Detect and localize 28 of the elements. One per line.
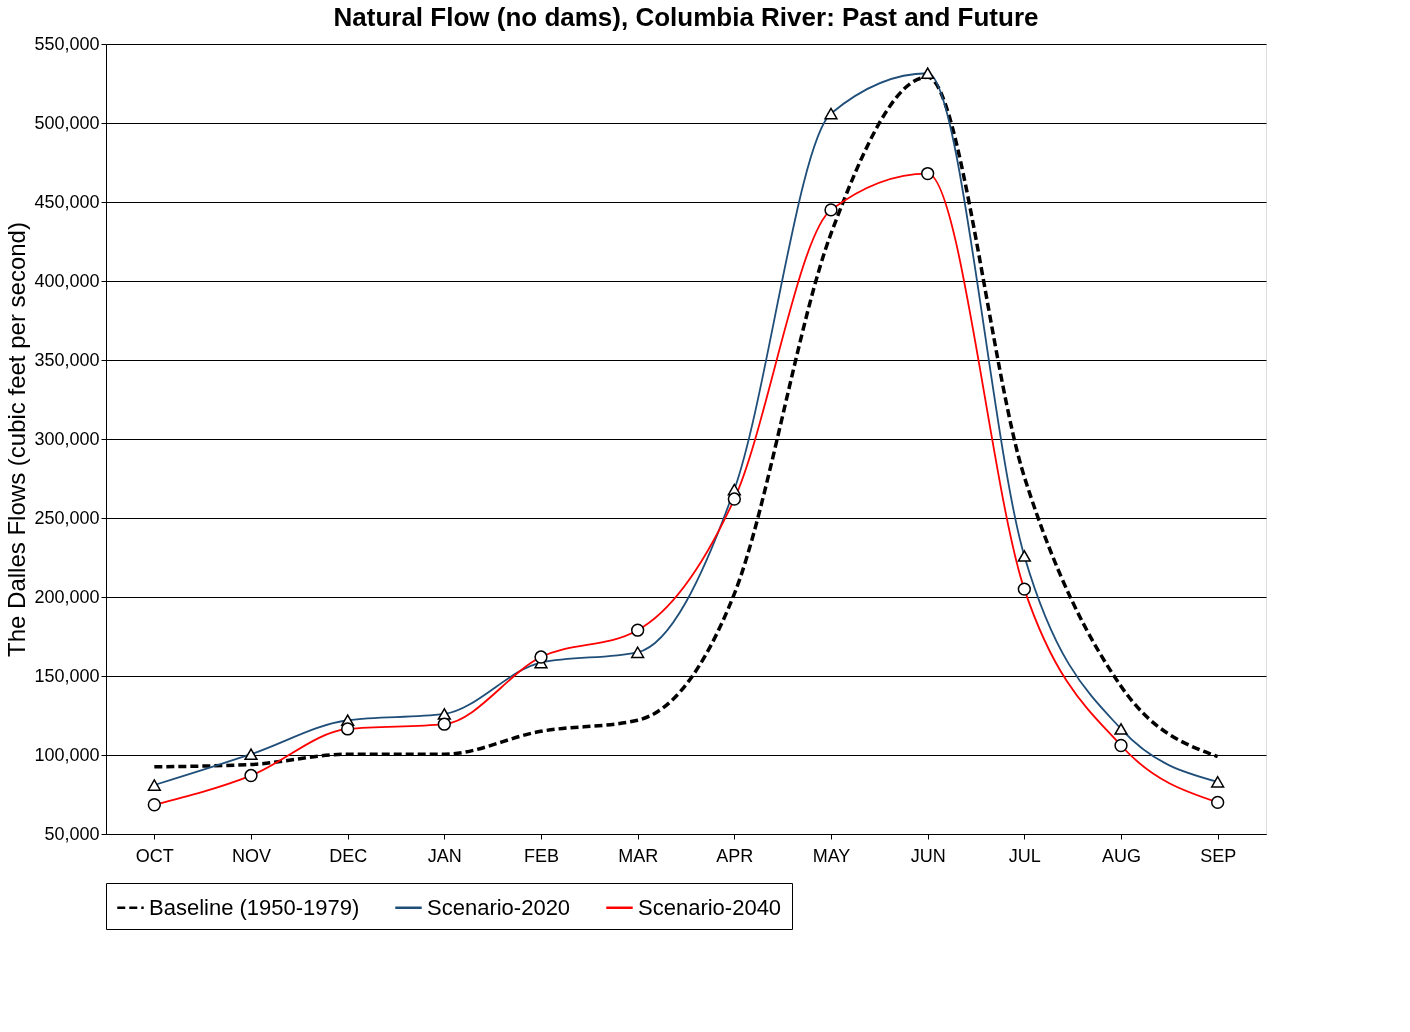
x-tick-label: NOV <box>231 845 272 866</box>
x-tick-label: JUL <box>1008 845 1041 866</box>
y-tick-label: 550,000 <box>34 33 100 54</box>
y-tick-label: 300,000 <box>34 428 100 449</box>
y-tick-label: 50,000 <box>44 823 100 844</box>
chart-title: Natural Flow (no dams), Columbia River: Past and Future <box>333 2 1039 32</box>
x-tick-label: AUG <box>1101 845 1142 866</box>
x-tick-label: MAR <box>618 845 659 866</box>
legend-label: Scenario-2040 <box>638 894 782 920</box>
y-tick-label: 100,000 <box>34 744 100 765</box>
x-tick-label: APR <box>716 845 754 866</box>
x-tick-label: DEC <box>329 845 368 866</box>
y-tick-label: 250,000 <box>34 507 100 528</box>
y-tick-label: 500,000 <box>34 112 100 133</box>
x-tick-label: MAY <box>812 845 851 866</box>
legend-label: Scenario-2020 <box>427 894 571 920</box>
y-tick-label: 400,000 <box>34 270 100 291</box>
y-tick-label: 200,000 <box>34 586 100 607</box>
x-tick-label: FEB <box>523 845 560 866</box>
x-tick-label: JAN <box>427 845 462 866</box>
y-axis-title: The Dalles Flows (cubic feet per second) <box>3 222 31 657</box>
legend-label: Baseline (1950-1979) <box>149 894 360 920</box>
y-tick-label: 150,000 <box>34 665 100 686</box>
x-tick-label: SEP <box>1200 845 1237 866</box>
x-tick-label: JUN <box>910 845 946 866</box>
y-tick-label: 450,000 <box>34 191 100 212</box>
y-tick-label: 350,000 <box>34 349 100 370</box>
x-tick-label: OCT <box>135 845 174 866</box>
